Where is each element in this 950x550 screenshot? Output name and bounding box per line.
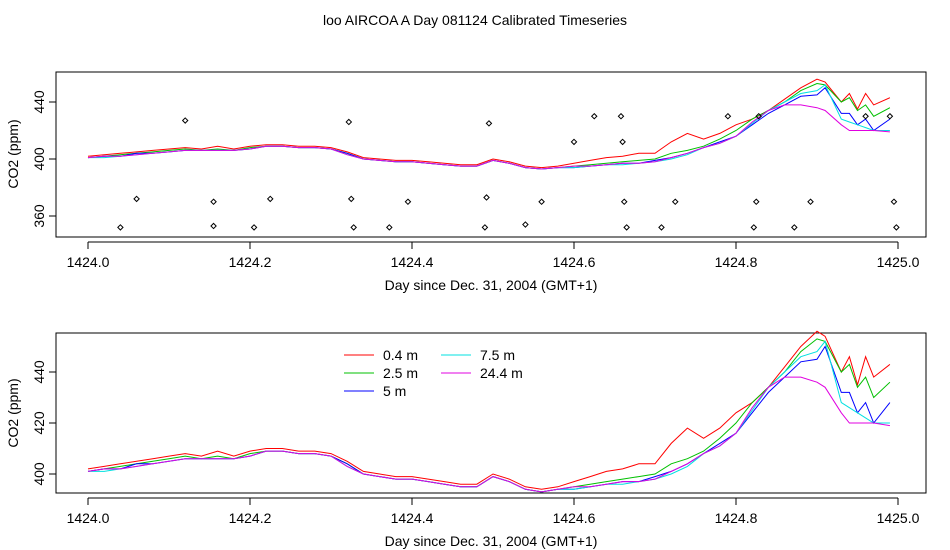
top-marker-point [386, 224, 393, 231]
top-marker-point [620, 198, 628, 206]
top-marker-point [807, 198, 814, 206]
top-marker-point [347, 195, 355, 203]
top-marker-point [617, 112, 625, 120]
top-x-tick-label: 1424.4 [391, 254, 434, 270]
top-marker-point [181, 117, 189, 124]
top-marker-point [658, 224, 665, 231]
top-marker-point [117, 224, 124, 231]
top-series-5-m [87, 87, 891, 170]
top-marker-point [752, 198, 760, 206]
top-y-axis-label: CO2 (ppm) [5, 119, 21, 188]
bottom-x-tick-label: 1424.2 [229, 510, 272, 526]
bottom-series-lines [87, 330, 891, 493]
top-marker-point [755, 112, 762, 120]
bottom-y-tick-label: 440 [31, 360, 47, 384]
top-marker-point [345, 118, 353, 126]
top-marker-point [886, 112, 894, 120]
top-marker-point [724, 112, 732, 120]
top-marker-point [862, 112, 869, 120]
top-marker-point [590, 112, 598, 120]
top-y-tick-label: 400 [31, 147, 47, 171]
legend-label-24-4-m: 24.4 m [480, 365, 523, 381]
top-series-0-4-m [87, 78, 891, 169]
top-x-axis-label: Day since Dec. 31, 2004 (GMT+1) [385, 277, 598, 293]
top-marker-point [538, 198, 545, 206]
bottom-panel: 1424.0 1424.2 1424.4 1424.6 1424.8 1425.0 400… [5, 330, 927, 549]
top-marker-point [133, 195, 140, 203]
top-marker-point [266, 195, 274, 203]
bottom-series-0-4-m [87, 330, 891, 490]
top-marker-point [210, 222, 217, 230]
legend-label-2-5-m: 2.5 m [383, 365, 418, 381]
bottom-x-tick-label: 1424.4 [391, 510, 434, 526]
top-series-24-4-m [87, 104, 890, 170]
chart-title: loo AIRCOA A Day 081124 Calibrated Times… [323, 12, 627, 28]
top-y-ticks: 360 400 440 [31, 90, 57, 228]
top-marker-point [619, 138, 626, 146]
top-x-tick-label: 1424.8 [715, 254, 758, 270]
top-marker-point [350, 224, 357, 231]
legend: 0.4 m 2.5 m 5 m 7.5 m 24.4 m [344, 347, 523, 399]
top-marker-point [522, 221, 529, 228]
bottom-x-ticks: 1424.0 1424.2 1424.4 1424.6 1424.8 1425.0 [67, 497, 920, 526]
top-panel: 1424.0 1424.2 1424.4 1424.6 1424.8 1425.0 360… [5, 71, 927, 293]
bottom-series-7-5-m [88, 340, 890, 493]
top-x-ticks: 1424.0 1424.2 1424.4 1424.6 1424.8 1425.0 [67, 241, 920, 270]
top-y-tick-label: 440 [31, 90, 47, 114]
top-marker-point [483, 194, 490, 201]
top-x-tick-label: 1424.0 [67, 254, 110, 270]
bottom-x-tick-label: 1424.8 [715, 510, 758, 526]
top-marker-point [791, 224, 798, 231]
legend-label-7-5-m: 7.5 m [480, 347, 515, 363]
top-marker-point [890, 198, 898, 206]
legend-label-0-4-m: 0.4 m [383, 347, 418, 363]
top-marker-point [250, 224, 258, 231]
top-marker-point [623, 224, 630, 231]
top-series-7-5-m [88, 84, 890, 170]
top-marker-point [570, 138, 578, 146]
bottom-x-axis-label: Day since Dec. 31, 2004 (GMT+1) [385, 533, 598, 549]
top-marker-point [750, 224, 758, 231]
top-series-lines [87, 78, 891, 170]
top-x-tick-label: 1424.6 [553, 254, 596, 270]
bottom-x-tick-label: 1425.0 [877, 510, 920, 526]
top-x-tick-label: 1424.2 [229, 254, 272, 270]
top-markers [117, 112, 900, 231]
top-marker-point [481, 224, 489, 231]
bottom-series-24-4-m [87, 376, 890, 493]
bottom-y-axis-label: CO2 (ppm) [5, 378, 21, 447]
top-x-tick-label: 1425.0 [877, 254, 920, 270]
top-y-tick-label: 360 [31, 204, 47, 228]
top-marker-point [404, 198, 412, 206]
legend-label-5-m: 5 m [383, 383, 406, 399]
top-marker-point [893, 224, 900, 231]
bottom-y-tick-label: 400 [31, 462, 47, 486]
bottom-x-tick-label: 1424.0 [67, 510, 110, 526]
top-marker-point [485, 120, 493, 127]
top-marker-point [671, 198, 679, 206]
bottom-x-tick-label: 1424.6 [553, 510, 596, 526]
bottom-y-ticks: 400 420 440 [31, 360, 57, 486]
top-marker-point [210, 198, 217, 206]
bottom-y-tick-label: 420 [31, 411, 47, 435]
